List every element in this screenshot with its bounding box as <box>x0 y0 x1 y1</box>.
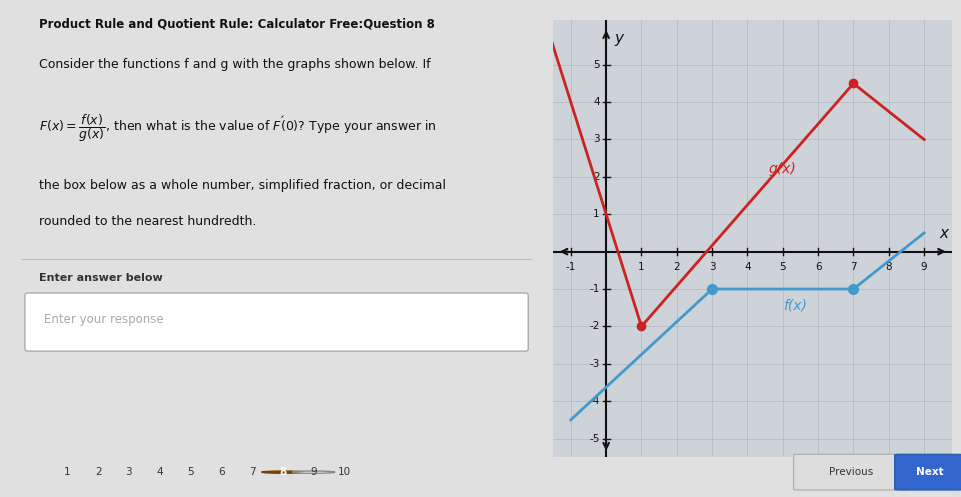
Circle shape <box>292 471 334 473</box>
Text: Enter answer below: Enter answer below <box>38 273 162 283</box>
Text: -1: -1 <box>589 284 599 294</box>
Text: $F(x) = \dfrac{f(x)}{g(x)}$, then what is the value of $F\'(0)$? Type your answe: $F(x) = \dfrac{f(x)}{g(x)}$, then what i… <box>38 112 436 144</box>
Text: -5: -5 <box>589 433 599 443</box>
Text: 4: 4 <box>593 97 599 107</box>
Text: -4: -4 <box>589 396 599 406</box>
Text: 2: 2 <box>95 467 101 477</box>
Text: 7: 7 <box>249 467 255 477</box>
Text: g(x): g(x) <box>768 162 796 176</box>
Text: 7: 7 <box>850 262 856 272</box>
FancyBboxPatch shape <box>793 454 908 490</box>
Text: 3: 3 <box>708 262 715 272</box>
Text: Enter your response: Enter your response <box>44 313 163 327</box>
Text: 6: 6 <box>218 467 224 477</box>
Text: 1: 1 <box>637 262 644 272</box>
Circle shape <box>261 471 304 473</box>
Text: -3: -3 <box>589 359 599 369</box>
Text: 5: 5 <box>593 60 599 70</box>
Text: 1: 1 <box>64 467 70 477</box>
Text: 9: 9 <box>310 467 316 477</box>
Text: 3: 3 <box>126 467 132 477</box>
Text: 5: 5 <box>778 262 785 272</box>
Text: 5: 5 <box>187 467 193 477</box>
Text: Next: Next <box>916 467 943 477</box>
Text: rounded to the nearest hundredth.: rounded to the nearest hundredth. <box>38 215 256 228</box>
Text: 1: 1 <box>593 209 599 219</box>
Text: 6: 6 <box>814 262 821 272</box>
Text: the box below as a whole number, simplified fraction, or decimal: the box below as a whole number, simplif… <box>38 179 445 192</box>
Text: -1: -1 <box>565 262 576 272</box>
Text: Previous: Previous <box>828 467 873 477</box>
Text: 8: 8 <box>884 262 891 272</box>
Text: 4: 4 <box>744 262 750 272</box>
Text: y: y <box>613 31 623 46</box>
Text: 9: 9 <box>920 262 926 272</box>
Text: x: x <box>938 226 947 241</box>
FancyBboxPatch shape <box>894 454 961 490</box>
Text: 3: 3 <box>593 135 599 145</box>
Text: -2: -2 <box>589 322 599 331</box>
FancyBboxPatch shape <box>25 293 528 351</box>
Text: 8: 8 <box>279 467 286 477</box>
Text: 10: 10 <box>337 467 351 477</box>
Text: Consider the functions f and g with the graphs shown below. If: Consider the functions f and g with the … <box>38 58 430 71</box>
Text: Product Rule and Quotient Rule: Calculator Free:Question 8: Product Rule and Quotient Rule: Calculat… <box>38 18 434 31</box>
Text: 2: 2 <box>673 262 679 272</box>
Text: 2: 2 <box>593 172 599 182</box>
Text: f(x): f(x) <box>782 299 806 313</box>
Text: 4: 4 <box>157 467 162 477</box>
